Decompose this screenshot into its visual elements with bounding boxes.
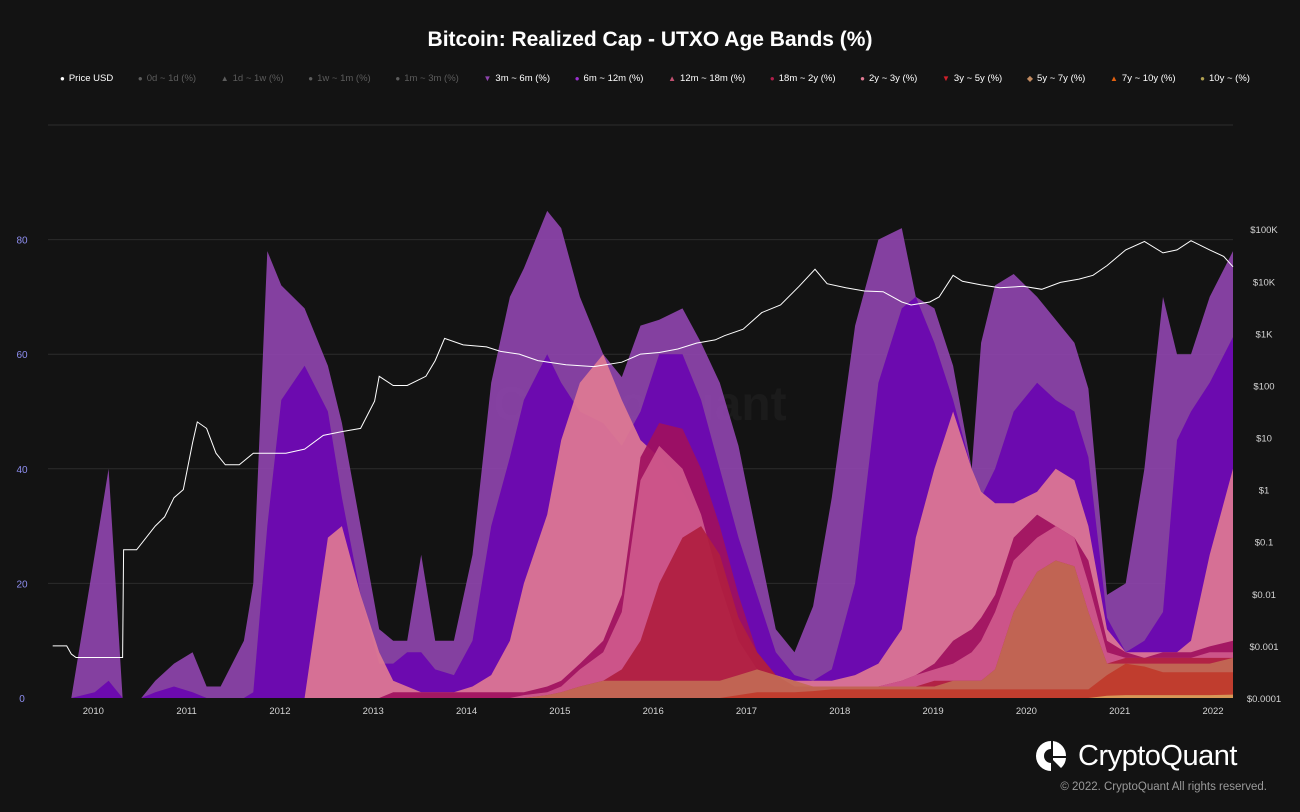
legend-marker-icon: ●	[137, 74, 143, 83]
x-tick-label: 2019	[923, 706, 944, 717]
legend-item[interactable]: ▲ 12m ~ 18m (%)	[668, 73, 745, 84]
legend-label: 3y ~ 5y (%)	[953, 73, 1003, 84]
y-right-tick-label: $100K	[1250, 225, 1278, 236]
legend-marker-icon: ●	[860, 74, 866, 83]
legend-label: 7y ~ 10y (%)	[1121, 73, 1176, 84]
legend-marker-icon: ●	[60, 74, 65, 83]
y-right-tick-label: $0.0001	[1247, 694, 1281, 705]
x-axis: 2010 2011 2012 2013 2014 2015 2016 2017 2018 2019…	[83, 706, 1224, 717]
y-right-tick-label: $1K	[1256, 329, 1274, 340]
legend-marker-icon: ●	[395, 74, 401, 83]
legend-label: 18m ~ 2y (%)	[778, 73, 836, 84]
y-left-tick-label: 20	[16, 579, 28, 590]
legend-label: 12m ~ 18m (%)	[680, 73, 746, 84]
x-tick-label: 2021	[1109, 706, 1130, 717]
area-series	[48, 210, 1233, 698]
legend-item[interactable]: ● 1w ~ 1m (%)	[308, 73, 370, 84]
x-tick-label: 2018	[829, 706, 850, 717]
legend-label: 2y ~ 3y (%)	[869, 73, 918, 84]
legend-item[interactable]: ● 18m ~ 2y (%)	[770, 73, 836, 84]
y-right-tick-label: $10	[1256, 434, 1272, 445]
y-left-tick-label: 60	[16, 350, 28, 361]
legend-label: 6m ~ 12m (%)	[583, 73, 644, 84]
legend-item[interactable]: ◆ 5y ~ 7y (%)	[1027, 73, 1085, 84]
legend-marker-icon: ◆	[1026, 74, 1034, 83]
legend-label: 5y ~ 7y (%)	[1037, 73, 1086, 84]
chart-title: Bitcoin: Realized Cap - UTXO Age Bands (…	[427, 28, 873, 51]
legend-label: 10y ~ (%)	[1209, 73, 1250, 84]
legend-marker-icon: ●	[308, 74, 314, 83]
legend-label: 1m ~ 3m (%)	[404, 73, 459, 84]
legend-marker-icon: ▲	[220, 74, 229, 83]
legend-marker-icon: ●	[769, 74, 775, 83]
legend-marker-icon: ▼	[483, 74, 492, 83]
legend-item[interactable]: ▼ 3y ~ 5y (%)	[942, 73, 1002, 84]
legend-item[interactable]: ▲ 1d ~ 1w (%)	[221, 73, 284, 84]
legend-label: Price USD	[68, 73, 114, 84]
legend-label: 1d ~ 1w (%)	[232, 73, 284, 84]
area-2y-3y	[48, 445, 1233, 698]
legend-item[interactable]: ● 0d ~ 1d (%)	[138, 73, 196, 84]
x-tick-label: 2017	[736, 706, 757, 717]
y-left-tick-label: 80	[16, 236, 28, 247]
x-tick-label: 2011	[176, 706, 196, 717]
y-left-tick-label: 0	[19, 694, 25, 705]
x-tick-label: 2014	[456, 706, 477, 717]
chart-legend: ● Price USD ● 0d ~ 1d (%) ▲ 1d ~ 1w (%) ● 1w ~ …	[60, 73, 1250, 84]
y-axis-left: 0 20 40 60 80	[16, 236, 28, 705]
legend-item[interactable]: ● 2y ~ 3y (%)	[860, 73, 917, 84]
y-right-tick-label: $0.001	[1249, 642, 1278, 653]
x-tick-label: 2022	[1202, 706, 1223, 717]
legend-item[interactable]: ▼ 3m ~ 6m (%)	[483, 73, 550, 84]
legend-label: 1w ~ 1m (%)	[317, 73, 371, 84]
y-right-tick-label: $10K	[1253, 277, 1276, 288]
x-tick-label: 2012	[269, 706, 290, 717]
legend-marker-icon: ▲	[668, 74, 677, 83]
y-axis-right: $0.0001 $0.001 $0.01 $0.1 $1 $10 $100 $1K $10K $1…	[1247, 225, 1281, 705]
x-tick-label: 2010	[83, 706, 104, 717]
legend-marker-icon: ●	[1200, 74, 1206, 83]
y-right-tick-label: $1	[1259, 486, 1270, 497]
x-tick-label: 2020	[1016, 706, 1037, 717]
x-tick-label: 2016	[643, 706, 664, 717]
brand-name: CryptoQuant	[1078, 739, 1237, 772]
x-tick-label: 2013	[363, 706, 384, 717]
y-right-tick-label: $0.1	[1255, 538, 1274, 549]
legend-marker-icon: ▲	[1110, 74, 1118, 83]
price-usd-line	[52, 240, 1234, 658]
legend-item[interactable]: ▲ 7y ~ 10y (%)	[1110, 73, 1176, 84]
legend-marker-icon: ●	[574, 74, 580, 83]
brand-logo: CryptoQuant	[1032, 737, 1237, 775]
x-tick-label: 2015	[549, 706, 570, 717]
copyright-text: © 2022. CryptoQuant All rights reserved.	[1060, 781, 1267, 793]
legend-marker-icon: ▼	[941, 74, 950, 83]
area-7y-10y	[48, 663, 1233, 698]
legend-label: 3m ~ 6m (%)	[495, 73, 551, 84]
legend-item[interactable]: ● 6m ~ 12m (%)	[575, 73, 644, 84]
legend-item[interactable]: ● Price USD	[60, 73, 113, 84]
legend-label: 0d ~ 1d (%)	[146, 73, 197, 84]
y-right-tick-label: $100	[1253, 381, 1274, 392]
area-10y	[48, 694, 1233, 698]
y-left-tick-label: 40	[16, 465, 28, 476]
cryptoquant-logo-icon	[1036, 741, 1067, 771]
legend-item[interactable]: ● 10y ~ (%)	[1200, 73, 1250, 84]
legend-item[interactable]: ● 1m ~ 3m (%)	[395, 73, 458, 84]
price-series	[52, 240, 1234, 658]
y-right-tick-label: $0.01	[1252, 590, 1276, 601]
